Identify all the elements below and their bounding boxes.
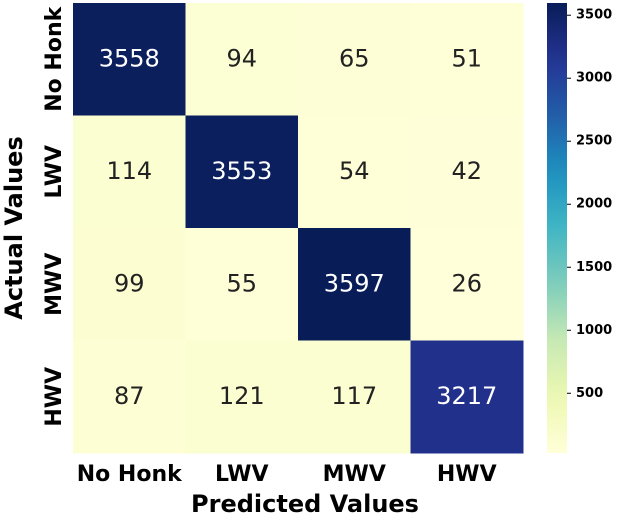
y-axis-title: Actual Values: [0, 136, 28, 319]
heatmap-cell: [73, 3, 186, 116]
y-tick-label: HWV: [42, 367, 67, 427]
heatmap-cell: [410, 3, 524, 116]
heatmap-cell: [298, 228, 411, 341]
y-tick-label: MWV: [42, 253, 67, 316]
heatmap-cell: [185, 340, 299, 454]
cell-label: 26: [451, 269, 482, 297]
heatmap-cell: [73, 115, 186, 229]
colorbar-tick-label: 2000: [576, 197, 612, 212]
cell-label: 99: [114, 269, 145, 297]
x-tick-label: LWV: [215, 462, 269, 487]
cell-label: 94: [226, 44, 257, 72]
heatmap-cell: [185, 115, 299, 229]
colorbar: [547, 3, 567, 453]
x-tick-label: MWV: [323, 462, 386, 487]
cell-label: 65: [339, 44, 370, 72]
colorbar-tick-label: 500: [576, 386, 603, 401]
colorbar-tick-label: 2500: [576, 134, 612, 149]
heatmap-cell: [410, 228, 524, 341]
cell-label: 51: [451, 44, 482, 72]
cell-label: 117: [331, 382, 377, 410]
y-tick-label: No Honk: [42, 5, 67, 111]
colorbar-tick-label: 1500: [576, 260, 612, 275]
colorbar-tick-label: 3500: [576, 8, 612, 23]
cell-label: 55: [226, 269, 257, 297]
cell-label: 3217: [436, 382, 497, 410]
heatmap-cell: [298, 115, 411, 229]
heatmap-cell: [298, 340, 411, 454]
cell-label: 114: [106, 157, 152, 185]
cell-label: 3558: [99, 44, 160, 72]
heatmap-cell: [185, 3, 299, 116]
cell-label: 3553: [211, 157, 272, 185]
heatmap-cell: [298, 3, 411, 116]
y-tick-label: LWV: [42, 145, 67, 199]
x-tick-label: HWV: [437, 462, 497, 487]
colorbar-tick-label: 3000: [576, 71, 612, 86]
heatmap-cell: [73, 228, 186, 341]
cell-label: 3597: [324, 269, 385, 297]
heatmap-cell: [410, 340, 524, 454]
x-tick-label: No Honk: [77, 462, 183, 487]
heatmap-cell: [410, 115, 524, 229]
heatmap-cell: [185, 228, 299, 341]
cell-label: 54: [339, 157, 370, 185]
cell-label: 121: [219, 382, 265, 410]
cell-label: 87: [114, 382, 145, 410]
colorbar-tick-label: 1000: [576, 323, 612, 338]
cell-label: 42: [451, 157, 482, 185]
heatmap-cell: [73, 340, 186, 454]
x-axis-title: Predicted Values: [191, 490, 419, 518]
